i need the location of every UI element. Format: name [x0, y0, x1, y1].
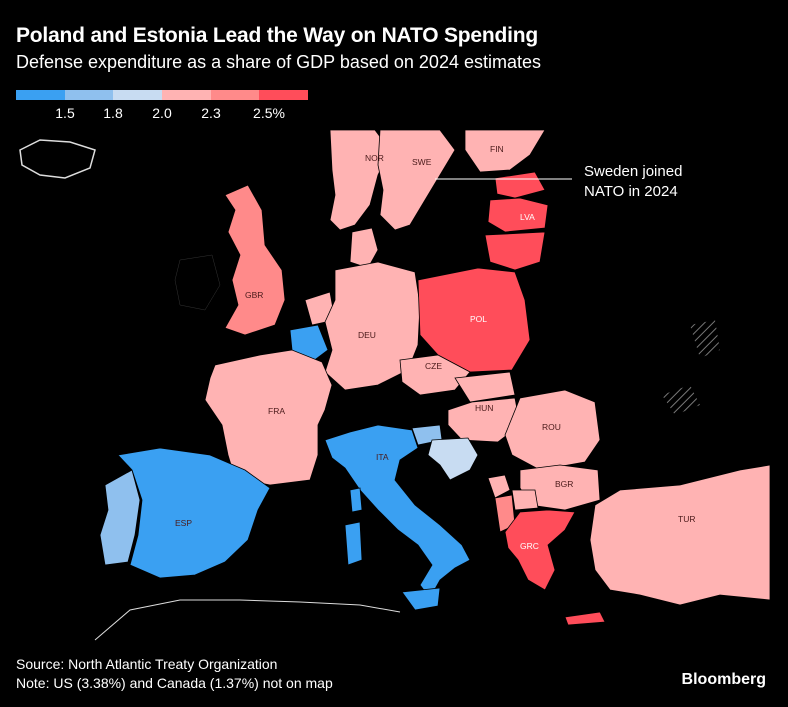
label-pol: POL: [470, 314, 487, 324]
crete-shape: [564, 611, 606, 626]
label-esp: ESP: [175, 518, 192, 528]
bloomberg-logo: Bloomberg: [681, 671, 766, 688]
sardinia-shape: [344, 521, 363, 566]
country-shape-est: [494, 171, 546, 199]
corsica-shape: [349, 487, 363, 513]
legend-swatch-6: [259, 90, 309, 100]
label-fin: FIN: [490, 144, 504, 154]
switzerland-shape: [315, 415, 352, 440]
country-shape-deu: [324, 261, 421, 391]
label-ita: ITA: [376, 452, 389, 462]
ireland-shape: [174, 254, 221, 311]
country-shape-prt: [99, 469, 141, 566]
country-shape-hrv: [427, 437, 479, 481]
country-shape-gbr: [224, 184, 286, 336]
country-shape-svk: [454, 371, 516, 403]
label-hun: HUN: [475, 403, 493, 413]
africa-coast: [94, 599, 401, 641]
legend-tick: 2.3: [201, 105, 221, 121]
country-shape-mkd: [511, 489, 539, 511]
crimea-shape: [662, 385, 700, 415]
legend-ticks: 1.5 1.8 2.0 2.3 2.5%: [16, 105, 316, 123]
europe-map: NOR SWE FIN LVA GBR DEU POL CZE FRA HUN …: [19, 129, 771, 641]
country-shape-grc: [504, 509, 576, 591]
country-shape-lva: [487, 197, 549, 233]
country-shape-mne: [487, 474, 511, 499]
sweden-annotation: Sweden joined NATO in 2024: [584, 163, 683, 200]
legend-swatch-5: [210, 90, 260, 100]
chart-subtitle: Defense expenditure as a share of GDP ba…: [16, 52, 541, 72]
chart-title: Poland and Estonia Lead the Way on NATO …: [16, 24, 539, 47]
label-gbr: GBR: [245, 290, 263, 300]
label-deu: DEU: [358, 330, 376, 340]
country-shape-ita: [324, 424, 471, 599]
ukraine-shape: [690, 320, 720, 358]
legend-swatch-3: [113, 90, 163, 100]
country-shape-cze: [399, 354, 471, 396]
legend-swatch-2: [64, 90, 114, 100]
country-shape-swe: [377, 129, 456, 231]
country-shape-dnk: [349, 227, 379, 269]
legend-swatch-4: [162, 90, 211, 100]
label-nor: NOR: [365, 153, 384, 163]
label-grc: GRC: [520, 541, 539, 551]
austria-shape: [345, 392, 445, 422]
country-shape-ltu: [484, 231, 546, 271]
label-swe: SWE: [412, 157, 432, 167]
legend-swatch-1: [16, 90, 65, 100]
legend-tick: 2.5%: [253, 105, 285, 121]
label-bgr: BGR: [555, 479, 573, 489]
legend-tick: 2.0: [152, 105, 172, 121]
color-legend: [16, 90, 309, 100]
country-shape-fin: [464, 129, 546, 173]
iceland-shape: [19, 139, 96, 179]
legend-tick: 1.8: [103, 105, 123, 121]
country-shape-pol: [417, 267, 531, 373]
label-cze: CZE: [425, 361, 442, 371]
label-lva: LVA: [520, 212, 535, 222]
country-shape-rou: [504, 389, 601, 471]
label-fra: FRA: [268, 406, 285, 416]
legend-tick: 1.5: [55, 105, 75, 121]
footnote: Note: US (3.38%) and Canada (1.37%) not …: [16, 675, 333, 691]
country-shape-fra: [204, 349, 333, 486]
country-shape-tur: [589, 464, 771, 606]
source-note: Source: North Atlantic Treaty Organizati…: [16, 656, 278, 672]
label-rou: ROU: [542, 422, 561, 432]
sicily-shape: [401, 587, 441, 611]
country-shape-esp: [117, 447, 271, 579]
label-tur: TUR: [678, 514, 695, 524]
